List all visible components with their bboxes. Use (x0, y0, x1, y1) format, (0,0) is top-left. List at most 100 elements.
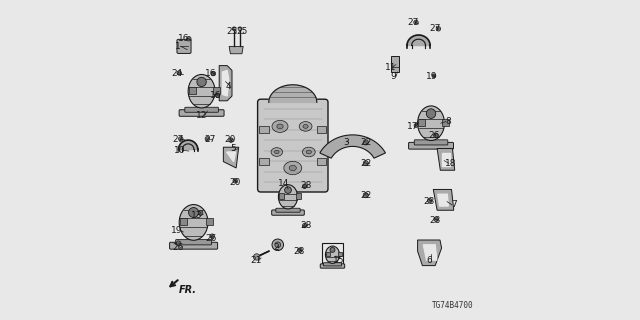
Circle shape (432, 74, 436, 78)
Ellipse shape (197, 77, 206, 86)
Text: 16: 16 (179, 34, 189, 43)
Text: 27: 27 (429, 24, 441, 33)
Polygon shape (223, 147, 239, 168)
FancyBboxPatch shape (442, 119, 449, 126)
FancyBboxPatch shape (189, 87, 196, 94)
Text: 11: 11 (385, 63, 396, 72)
Polygon shape (229, 46, 243, 54)
FancyBboxPatch shape (279, 194, 284, 199)
FancyBboxPatch shape (276, 208, 300, 212)
FancyBboxPatch shape (323, 263, 342, 266)
Circle shape (298, 248, 302, 252)
Polygon shape (424, 245, 437, 260)
FancyBboxPatch shape (177, 39, 191, 53)
FancyBboxPatch shape (213, 87, 220, 94)
Polygon shape (219, 66, 232, 101)
Ellipse shape (277, 124, 283, 129)
FancyBboxPatch shape (185, 107, 218, 112)
Text: 25: 25 (236, 28, 247, 36)
Bar (322, 243, 344, 266)
Circle shape (233, 179, 237, 183)
FancyBboxPatch shape (326, 252, 330, 256)
Text: 28: 28 (300, 221, 311, 230)
Text: 18: 18 (445, 159, 457, 168)
Text: 24: 24 (172, 69, 182, 78)
Text: 26: 26 (172, 244, 183, 252)
Circle shape (179, 137, 183, 141)
FancyBboxPatch shape (296, 194, 301, 199)
Polygon shape (442, 153, 450, 166)
Text: 6: 6 (426, 256, 431, 265)
Text: 20: 20 (225, 135, 236, 144)
Text: 21: 21 (250, 256, 262, 265)
Text: 26: 26 (205, 234, 217, 243)
Circle shape (187, 36, 191, 41)
Text: 4: 4 (226, 82, 232, 91)
Circle shape (434, 217, 438, 221)
Ellipse shape (278, 185, 298, 209)
Circle shape (211, 71, 216, 76)
Text: 26: 26 (428, 132, 439, 140)
Ellipse shape (179, 204, 208, 240)
Circle shape (176, 241, 181, 245)
Text: 27: 27 (204, 135, 215, 144)
Circle shape (302, 184, 307, 188)
Text: 10: 10 (174, 146, 186, 155)
Text: 9: 9 (391, 72, 396, 81)
Ellipse shape (289, 165, 296, 171)
Text: 23: 23 (423, 197, 435, 206)
Ellipse shape (326, 246, 340, 263)
Text: 17: 17 (407, 122, 419, 131)
Polygon shape (223, 70, 229, 96)
Ellipse shape (189, 208, 198, 218)
FancyBboxPatch shape (206, 218, 213, 225)
Text: 27: 27 (172, 135, 183, 144)
FancyBboxPatch shape (179, 110, 224, 116)
Ellipse shape (188, 75, 215, 108)
Bar (259, 158, 269, 165)
FancyBboxPatch shape (170, 242, 218, 249)
Text: 8: 8 (445, 117, 451, 126)
Circle shape (433, 133, 438, 138)
Text: 23: 23 (429, 216, 441, 225)
Polygon shape (227, 152, 236, 162)
FancyBboxPatch shape (175, 240, 211, 245)
Circle shape (205, 137, 210, 141)
Text: 12: 12 (196, 111, 207, 120)
Text: 3: 3 (344, 138, 349, 147)
Text: 15: 15 (333, 256, 345, 265)
Circle shape (364, 161, 369, 166)
Circle shape (177, 71, 182, 75)
Circle shape (428, 198, 432, 203)
Ellipse shape (285, 187, 291, 193)
Circle shape (272, 239, 284, 251)
FancyBboxPatch shape (272, 210, 305, 215)
Circle shape (253, 254, 260, 260)
Text: 1: 1 (175, 42, 180, 51)
Text: 20: 20 (230, 178, 241, 187)
Ellipse shape (426, 109, 436, 118)
FancyBboxPatch shape (408, 142, 454, 149)
Ellipse shape (302, 147, 315, 157)
Ellipse shape (306, 150, 311, 154)
Text: 13: 13 (191, 212, 202, 220)
Text: 25: 25 (227, 28, 237, 36)
Polygon shape (391, 56, 399, 72)
FancyBboxPatch shape (180, 218, 187, 225)
Ellipse shape (303, 124, 308, 128)
FancyBboxPatch shape (419, 119, 425, 126)
Circle shape (414, 124, 418, 127)
Text: 19: 19 (172, 226, 182, 235)
Circle shape (364, 140, 369, 145)
Polygon shape (433, 189, 454, 210)
Ellipse shape (271, 148, 283, 156)
Text: 22: 22 (361, 138, 372, 147)
Text: 22: 22 (361, 191, 372, 200)
Polygon shape (438, 194, 448, 206)
Ellipse shape (330, 248, 335, 252)
Text: 7: 7 (452, 200, 457, 209)
FancyBboxPatch shape (257, 99, 328, 192)
FancyBboxPatch shape (414, 140, 448, 145)
Text: TG74B4700: TG74B4700 (432, 301, 474, 310)
Text: 16: 16 (205, 69, 217, 78)
